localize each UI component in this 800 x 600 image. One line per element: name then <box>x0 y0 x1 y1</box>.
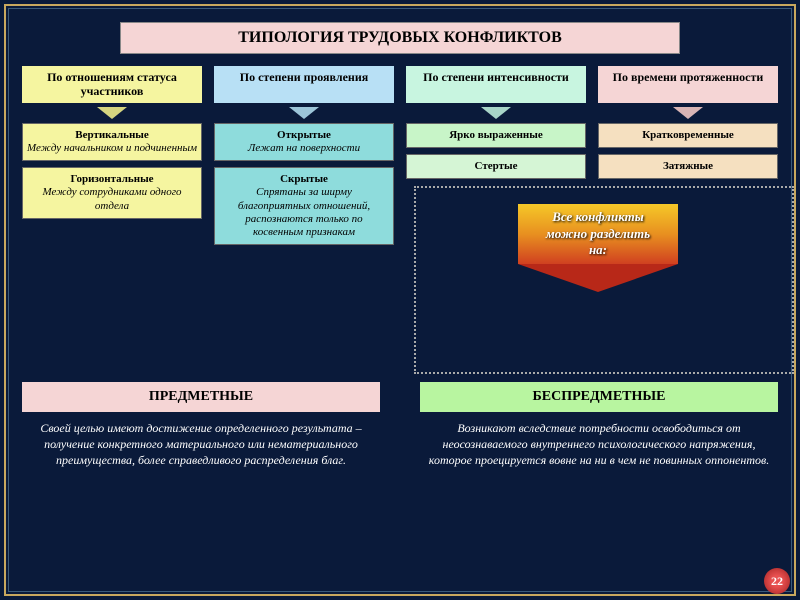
nonsubject-conflicts: БЕСПРЕДМЕТНЫЕ Возникают вследствие потре… <box>420 382 778 477</box>
item-title: Скрытые <box>280 173 328 185</box>
item-desc: Между сотрудниками одного отдела <box>43 186 182 211</box>
category-row: По отношениям статуса участников По степ… <box>22 66 778 103</box>
bottom-section: ПРЕДМЕТНЫЕ Своей целью имеют достижение … <box>22 382 778 477</box>
arrow-text: Все конфликты <box>552 209 644 226</box>
item-desc: Между начальником и подчиненным <box>27 142 197 154</box>
cat-status: По отношениям статуса участников <box>22 66 202 103</box>
item-open: Открытые Лежат на поверхности <box>214 123 394 161</box>
text-subject: Своей целью имеют достижение определенно… <box>22 412 380 477</box>
big-arrow-icon: Все конфликты можно разделить на: <box>518 204 678 292</box>
main-title: ТИПОЛОГИЯ ТРУДОВЫХ КОНФЛИКТОВ <box>120 22 680 54</box>
item-hidden: Скрытые Спрятаны за ширму благоприятных … <box>214 167 394 245</box>
arrow-text: можно разделить <box>546 226 650 243</box>
item-horizontal: Горизонтальные Между сотрудниками одного… <box>22 167 202 219</box>
item-vertical: Вертикальные Между начальником и подчине… <box>22 123 202 161</box>
arrow-row <box>22 107 778 119</box>
arrow-down-icon <box>289 107 319 119</box>
item-short: Кратковременные <box>598 123 778 148</box>
arrow-down-icon <box>97 107 127 119</box>
page-number-badge: 22 <box>764 568 790 594</box>
big-arrow-section: Все конфликты можно разделить на: <box>418 164 778 292</box>
text-nonsubject: Возникают вследствие потребности освобод… <box>420 412 778 477</box>
cat-manifestation: По степени проявления <box>214 66 394 103</box>
item-pronounced: Ярко выраженные <box>406 123 586 148</box>
arrow-text: на: <box>589 242 607 259</box>
col-manifestation: Открытые Лежат на поверхности Скрытые Сп… <box>214 123 394 245</box>
subject-conflicts: ПРЕДМЕТНЫЕ Своей целью имеют достижение … <box>22 382 380 477</box>
cat-duration: По времени протяженности <box>598 66 778 103</box>
item-title: Открытые <box>277 129 331 141</box>
item-title: Вертикальные <box>75 129 149 141</box>
cat-intensity: По степени интенсивности <box>406 66 586 103</box>
header-nonsubject: БЕСПРЕДМЕТНЫЕ <box>420 382 778 412</box>
item-desc: Спрятаны за ширму благоприятных отношени… <box>238 186 370 238</box>
arrow-down-icon <box>481 107 511 119</box>
col-status: Вертикальные Между начальником и подчине… <box>22 123 202 245</box>
item-desc: Лежат на поверхности <box>248 142 360 154</box>
header-subject: ПРЕДМЕТНЫЕ <box>22 382 380 412</box>
arrow-down-icon <box>673 107 703 119</box>
item-title: Горизонтальные <box>70 173 153 185</box>
